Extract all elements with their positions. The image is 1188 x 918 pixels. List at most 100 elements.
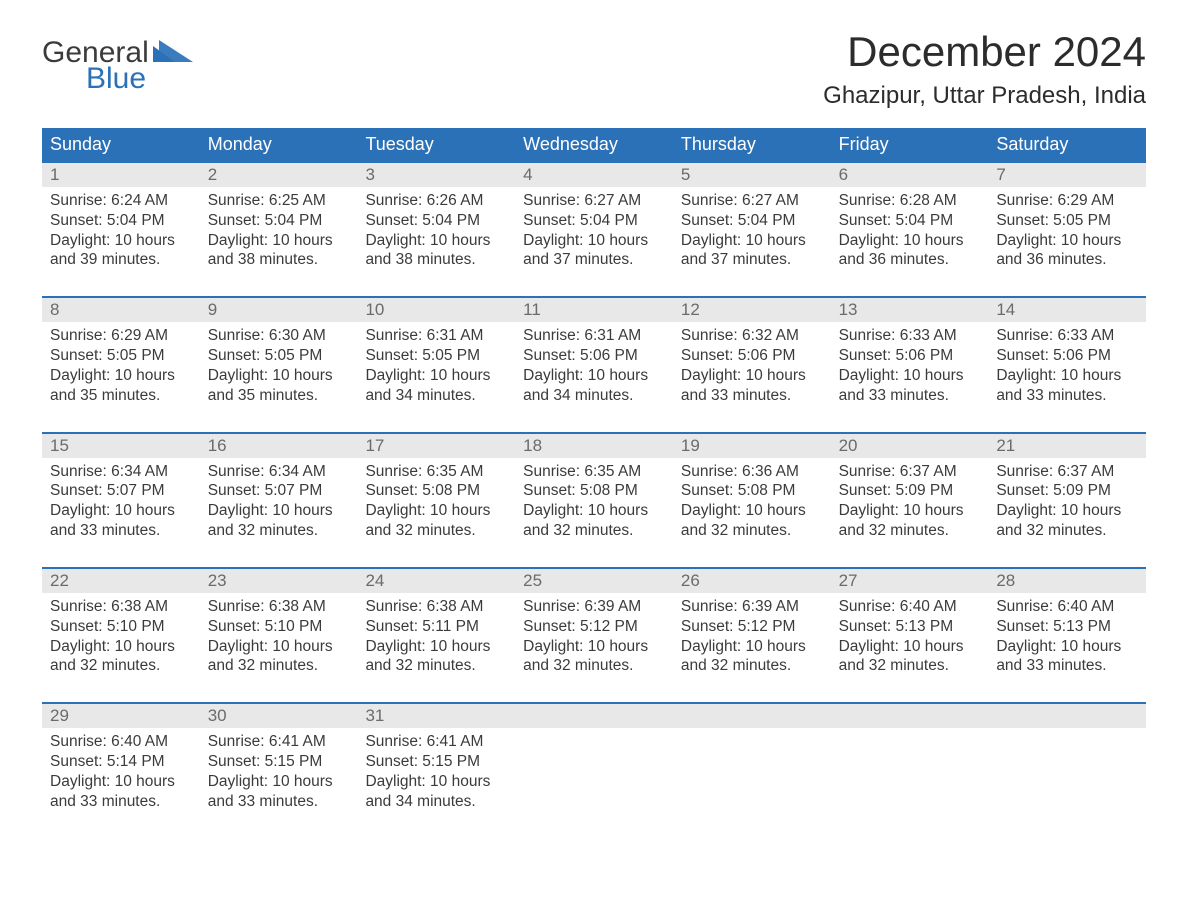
col-wednesday: Wednesday	[515, 128, 673, 161]
daylight-line: Daylight: 10 hours and 32 minutes.	[681, 501, 823, 541]
sunrise-line: Sunrise: 6:25 AM	[208, 191, 350, 211]
day-body	[673, 728, 831, 738]
day-body	[988, 728, 1146, 738]
calendar-day: 1Sunrise: 6:24 AMSunset: 5:04 PMDaylight…	[42, 163, 200, 276]
calendar-day: 4Sunrise: 6:27 AMSunset: 5:04 PMDaylight…	[515, 163, 673, 276]
sunset-line: Sunset: 5:10 PM	[50, 617, 192, 637]
daylight-line: Daylight: 10 hours and 32 minutes.	[839, 637, 981, 677]
calendar-day: 19Sunrise: 6:36 AMSunset: 5:08 PMDayligh…	[673, 434, 831, 547]
daylight-line: Daylight: 10 hours and 36 minutes.	[839, 231, 981, 271]
day-number: 15	[42, 434, 200, 458]
day-number: 11	[515, 298, 673, 322]
calendar-day: 26Sunrise: 6:39 AMSunset: 5:12 PMDayligh…	[673, 569, 831, 682]
daylight-line: Daylight: 10 hours and 33 minutes.	[996, 637, 1138, 677]
day-number	[988, 704, 1146, 728]
day-body: Sunrise: 6:31 AMSunset: 5:05 PMDaylight:…	[357, 322, 515, 411]
calendar-day: 2Sunrise: 6:25 AMSunset: 5:04 PMDaylight…	[200, 163, 358, 276]
day-body: Sunrise: 6:40 AMSunset: 5:13 PMDaylight:…	[831, 593, 989, 682]
calendar-day: 22Sunrise: 6:38 AMSunset: 5:10 PMDayligh…	[42, 569, 200, 682]
daylight-line: Daylight: 10 hours and 33 minutes.	[839, 366, 981, 406]
calendar-day	[515, 704, 673, 817]
daylight-line: Daylight: 10 hours and 32 minutes.	[523, 501, 665, 541]
calendar-day: 15Sunrise: 6:34 AMSunset: 5:07 PMDayligh…	[42, 434, 200, 547]
sunset-line: Sunset: 5:05 PM	[50, 346, 192, 366]
day-number: 1	[42, 163, 200, 187]
sunset-line: Sunset: 5:08 PM	[365, 481, 507, 501]
calendar-day: 17Sunrise: 6:35 AMSunset: 5:08 PMDayligh…	[357, 434, 515, 547]
day-number: 13	[831, 298, 989, 322]
calendar-day: 13Sunrise: 6:33 AMSunset: 5:06 PMDayligh…	[831, 298, 989, 411]
calendar-day	[831, 704, 989, 817]
daylight-line: Daylight: 10 hours and 33 minutes.	[208, 772, 350, 812]
day-body: Sunrise: 6:29 AMSunset: 5:05 PMDaylight:…	[42, 322, 200, 411]
sunset-line: Sunset: 5:10 PM	[208, 617, 350, 637]
daylight-line: Daylight: 10 hours and 33 minutes.	[996, 366, 1138, 406]
day-number: 7	[988, 163, 1146, 187]
daylight-line: Daylight: 10 hours and 37 minutes.	[523, 231, 665, 271]
daylight-line: Daylight: 10 hours and 33 minutes.	[681, 366, 823, 406]
calendar-day: 7Sunrise: 6:29 AMSunset: 5:05 PMDaylight…	[988, 163, 1146, 276]
sunrise-line: Sunrise: 6:36 AM	[681, 462, 823, 482]
day-body: Sunrise: 6:37 AMSunset: 5:09 PMDaylight:…	[831, 458, 989, 547]
sunrise-line: Sunrise: 6:26 AM	[365, 191, 507, 211]
day-body: Sunrise: 6:40 AMSunset: 5:13 PMDaylight:…	[988, 593, 1146, 682]
sunrise-line: Sunrise: 6:39 AM	[523, 597, 665, 617]
calendar-day: 6Sunrise: 6:28 AMSunset: 5:04 PMDaylight…	[831, 163, 989, 276]
day-body	[831, 728, 989, 738]
daylight-line: Daylight: 10 hours and 32 minutes.	[365, 637, 507, 677]
sunrise-line: Sunrise: 6:30 AM	[208, 326, 350, 346]
sunset-line: Sunset: 5:06 PM	[839, 346, 981, 366]
sunrise-line: Sunrise: 6:28 AM	[839, 191, 981, 211]
sunrise-line: Sunrise: 6:27 AM	[681, 191, 823, 211]
day-number: 30	[200, 704, 358, 728]
calendar-day: 9Sunrise: 6:30 AMSunset: 5:05 PMDaylight…	[200, 298, 358, 411]
day-number: 27	[831, 569, 989, 593]
calendar-week: 15Sunrise: 6:34 AMSunset: 5:07 PMDayligh…	[42, 432, 1146, 547]
sunrise-line: Sunrise: 6:24 AM	[50, 191, 192, 211]
day-number: 2	[200, 163, 358, 187]
sunrise-line: Sunrise: 6:41 AM	[365, 732, 507, 752]
sunrise-line: Sunrise: 6:38 AM	[208, 597, 350, 617]
day-body: Sunrise: 6:38 AMSunset: 5:10 PMDaylight:…	[42, 593, 200, 682]
sunset-line: Sunset: 5:13 PM	[839, 617, 981, 637]
day-number	[831, 704, 989, 728]
day-number: 9	[200, 298, 358, 322]
brand-logo: General Blue	[42, 28, 197, 94]
sunset-line: Sunset: 5:11 PM	[365, 617, 507, 637]
day-number: 8	[42, 298, 200, 322]
calendar-day: 12Sunrise: 6:32 AMSunset: 5:06 PMDayligh…	[673, 298, 831, 411]
day-body: Sunrise: 6:33 AMSunset: 5:06 PMDaylight:…	[831, 322, 989, 411]
calendar: Sunday Monday Tuesday Wednesday Thursday…	[42, 128, 1146, 818]
sunset-line: Sunset: 5:06 PM	[681, 346, 823, 366]
sunrise-line: Sunrise: 6:29 AM	[996, 191, 1138, 211]
sunset-line: Sunset: 5:04 PM	[839, 211, 981, 231]
calendar-day: 23Sunrise: 6:38 AMSunset: 5:10 PMDayligh…	[200, 569, 358, 682]
day-body: Sunrise: 6:26 AMSunset: 5:04 PMDaylight:…	[357, 187, 515, 276]
sunrise-line: Sunrise: 6:41 AM	[208, 732, 350, 752]
calendar-week: 1Sunrise: 6:24 AMSunset: 5:04 PMDaylight…	[42, 161, 1146, 276]
day-number: 5	[673, 163, 831, 187]
sunset-line: Sunset: 5:08 PM	[523, 481, 665, 501]
daylight-line: Daylight: 10 hours and 34 minutes.	[365, 772, 507, 812]
calendar-day: 25Sunrise: 6:39 AMSunset: 5:12 PMDayligh…	[515, 569, 673, 682]
col-thursday: Thursday	[673, 128, 831, 161]
day-body: Sunrise: 6:34 AMSunset: 5:07 PMDaylight:…	[42, 458, 200, 547]
calendar-week: 29Sunrise: 6:40 AMSunset: 5:14 PMDayligh…	[42, 702, 1146, 817]
calendar-day: 21Sunrise: 6:37 AMSunset: 5:09 PMDayligh…	[988, 434, 1146, 547]
day-body: Sunrise: 6:40 AMSunset: 5:14 PMDaylight:…	[42, 728, 200, 817]
sunrise-line: Sunrise: 6:29 AM	[50, 326, 192, 346]
calendar-day	[988, 704, 1146, 817]
sunset-line: Sunset: 5:04 PM	[208, 211, 350, 231]
day-body: Sunrise: 6:30 AMSunset: 5:05 PMDaylight:…	[200, 322, 358, 411]
day-body: Sunrise: 6:28 AMSunset: 5:04 PMDaylight:…	[831, 187, 989, 276]
calendar-day: 10Sunrise: 6:31 AMSunset: 5:05 PMDayligh…	[357, 298, 515, 411]
day-number: 16	[200, 434, 358, 458]
sunrise-line: Sunrise: 6:35 AM	[365, 462, 507, 482]
day-body: Sunrise: 6:27 AMSunset: 5:04 PMDaylight:…	[673, 187, 831, 276]
calendar-day: 5Sunrise: 6:27 AMSunset: 5:04 PMDaylight…	[673, 163, 831, 276]
day-number: 21	[988, 434, 1146, 458]
day-number: 24	[357, 569, 515, 593]
sunrise-line: Sunrise: 6:31 AM	[365, 326, 507, 346]
calendar-day: 8Sunrise: 6:29 AMSunset: 5:05 PMDaylight…	[42, 298, 200, 411]
day-number: 12	[673, 298, 831, 322]
